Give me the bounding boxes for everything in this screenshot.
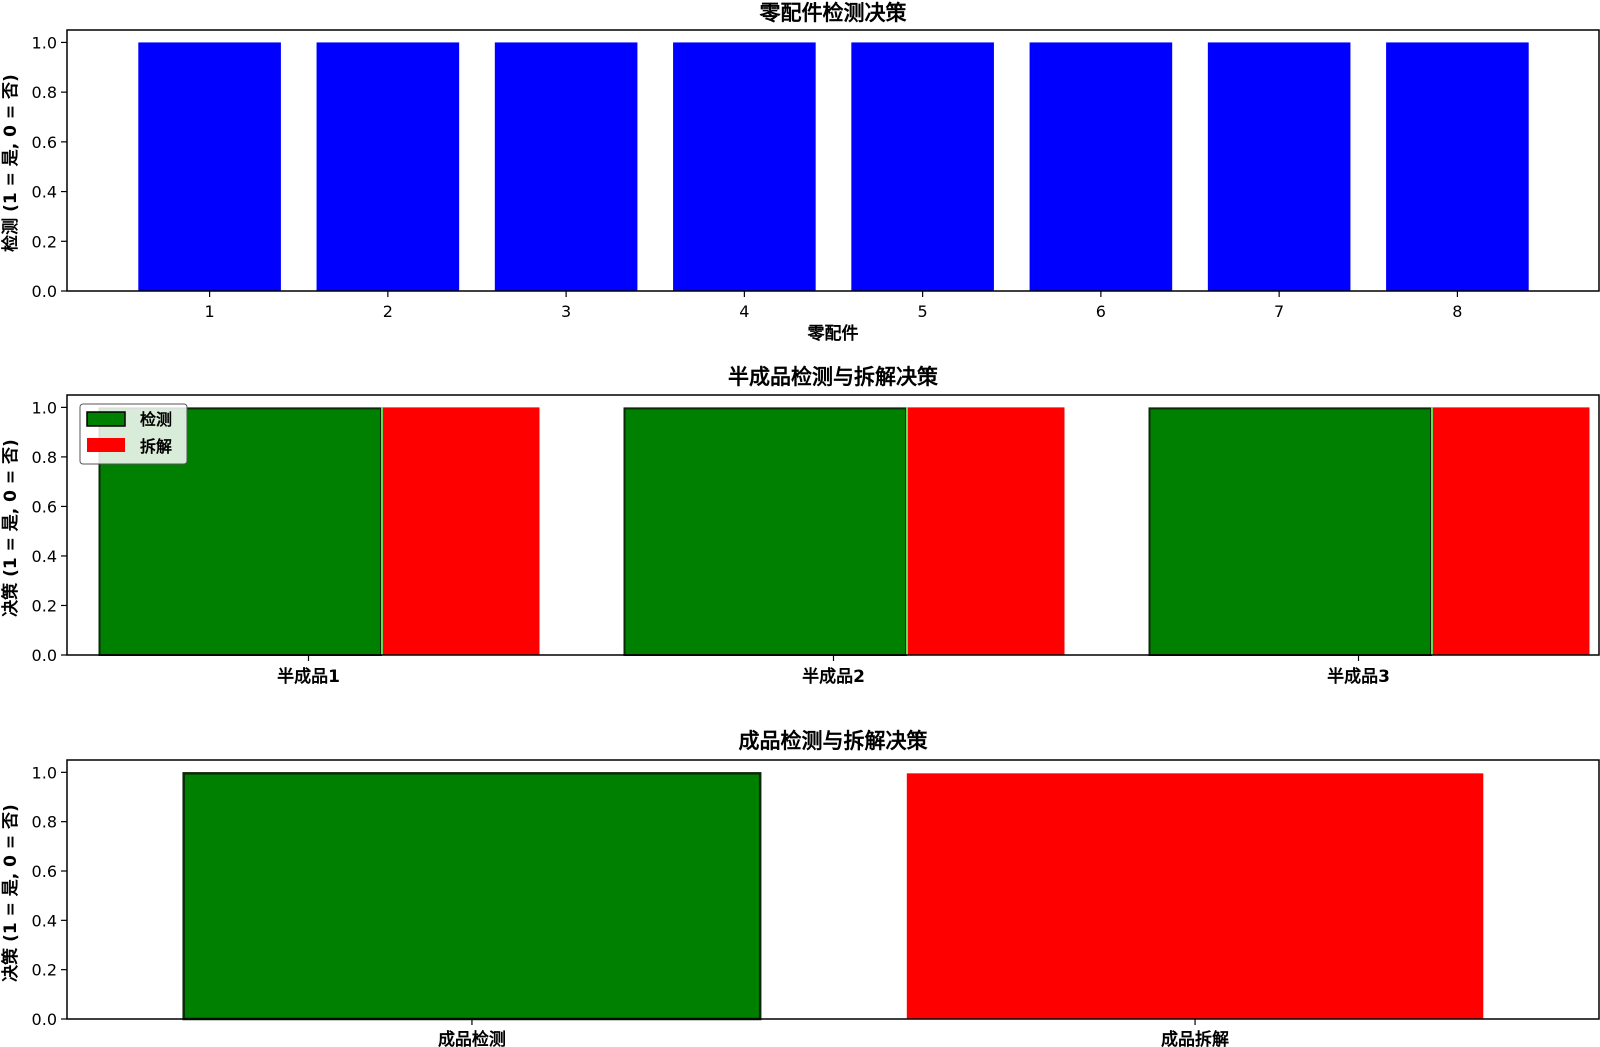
x-tick-label: 半成品3: [1327, 666, 1390, 687]
bar-disassemble: [907, 407, 1065, 655]
y-tick-label: 0.6: [32, 497, 57, 516]
y-tick-label: 0.0: [32, 282, 57, 301]
y-tick-label: 0.6: [32, 862, 57, 881]
bar: [1386, 42, 1529, 291]
bar: [673, 42, 816, 291]
y-tick-label: 0.6: [32, 133, 57, 152]
y-axis-label: 决策 (1 = 是, 0 = 否): [0, 804, 21, 982]
bar-disassemble: [1432, 407, 1590, 655]
bar: [1207, 42, 1351, 291]
chart-title: 半成品检测与拆解决策: [728, 365, 939, 389]
legend-swatch-inspect: [86, 411, 126, 427]
y-tick-label: 0.4: [32, 547, 57, 566]
bar-disassemble: [906, 773, 1484, 1019]
y-tick-label: 0.8: [32, 813, 57, 832]
y-tick-label: 1.0: [32, 33, 57, 52]
legend-label-inspect: 检测: [140, 410, 172, 429]
bar: [494, 42, 638, 291]
bar: [316, 42, 460, 291]
x-axis: 1 2 3 4 5 6 7 8: [205, 291, 1462, 321]
x-tick-label: 成品检测: [438, 1029, 506, 1047]
y-tick-label: 1.0: [32, 398, 57, 417]
x-tick-label: 4: [739, 302, 749, 321]
bars: [138, 42, 1529, 291]
x-tick-label: 成品拆解: [1161, 1029, 1229, 1047]
y-tick-label: 0.8: [32, 448, 57, 467]
x-tick-label: 7: [1274, 302, 1284, 321]
axes-frame: [66, 29, 1600, 292]
y-tick-label: 0.2: [32, 961, 57, 980]
x-axis: 成品检测 成品拆解: [438, 1019, 1229, 1047]
axes-frame: [66, 394, 1600, 656]
bar-disassemble: [382, 407, 540, 655]
y-axis: 0.0 0.2 0.4 0.6 0.8 1.0: [32, 763, 67, 1029]
x-tick-label: 3: [561, 302, 571, 321]
y-tick-label: 0.2: [32, 232, 57, 251]
y-tick-label: 0.8: [32, 83, 57, 102]
chart-title: 成品检测与拆解决策: [739, 729, 929, 753]
y-tick-label: 1.0: [32, 763, 57, 782]
y-tick-label: 0.2: [32, 596, 57, 615]
y-tick-label: 0.4: [32, 911, 57, 930]
chart-semi-finished-decisions: 半成品检测与拆解决策 0.00.20.40.60.81.0 半成品1 半成品2 半成…: [0, 365, 1600, 687]
bars: [182, 772, 1484, 1021]
legend-label-disassemble: 拆解: [140, 437, 172, 456]
x-axis: 半成品1 半成品2 半成品3: [277, 655, 1390, 687]
bar: [138, 42, 281, 291]
y-axis: 0.0 0.2 0.4 0.6 0.8 1.0: [32, 33, 67, 301]
x-tick-label: 半成品1: [277, 666, 340, 687]
bar: [851, 42, 994, 291]
legend-swatch-disassemble: [87, 438, 125, 452]
chart-finished-product-decisions: 成品检测与拆解决策 0.0 0.2 0.4 0.6 0.8 1.0 成品检测 成品拆解 决策…: [0, 729, 1600, 1047]
x-tick-label: 6: [1096, 302, 1106, 321]
x-tick-label: 半成品2: [802, 666, 865, 687]
x-tick-label: 5: [918, 302, 928, 321]
x-axis-label: 零配件: [807, 323, 859, 344]
y-axis: 0.0 0.2 0.4 0.6 0.8 1.0: [32, 398, 67, 665]
y-tick-label: 0.0: [32, 646, 57, 665]
x-tick-label: 2: [383, 302, 393, 321]
y-axis-label: 检测 (1 = 是, 0 = 否): [0, 74, 21, 252]
chart-title: 零配件检测决策: [759, 1, 908, 25]
x-tick-label: 8: [1452, 302, 1462, 321]
y-axis-label: 决策 (1 = 是, 0 = 否): [0, 439, 21, 617]
bar-inspect: [1148, 407, 1432, 656]
y-tick-label: 0.4: [32, 183, 57, 202]
bar: [1029, 42, 1173, 291]
x-tick-label: 1: [205, 302, 215, 321]
bar-inspect: [182, 772, 762, 1021]
bar-inspect: [623, 407, 907, 656]
bars: [98, 407, 1590, 656]
legend: 检测 拆解: [79, 403, 188, 465]
axes-frame: [66, 759, 1600, 1020]
y-tick-label: 0.0: [32, 1010, 57, 1029]
